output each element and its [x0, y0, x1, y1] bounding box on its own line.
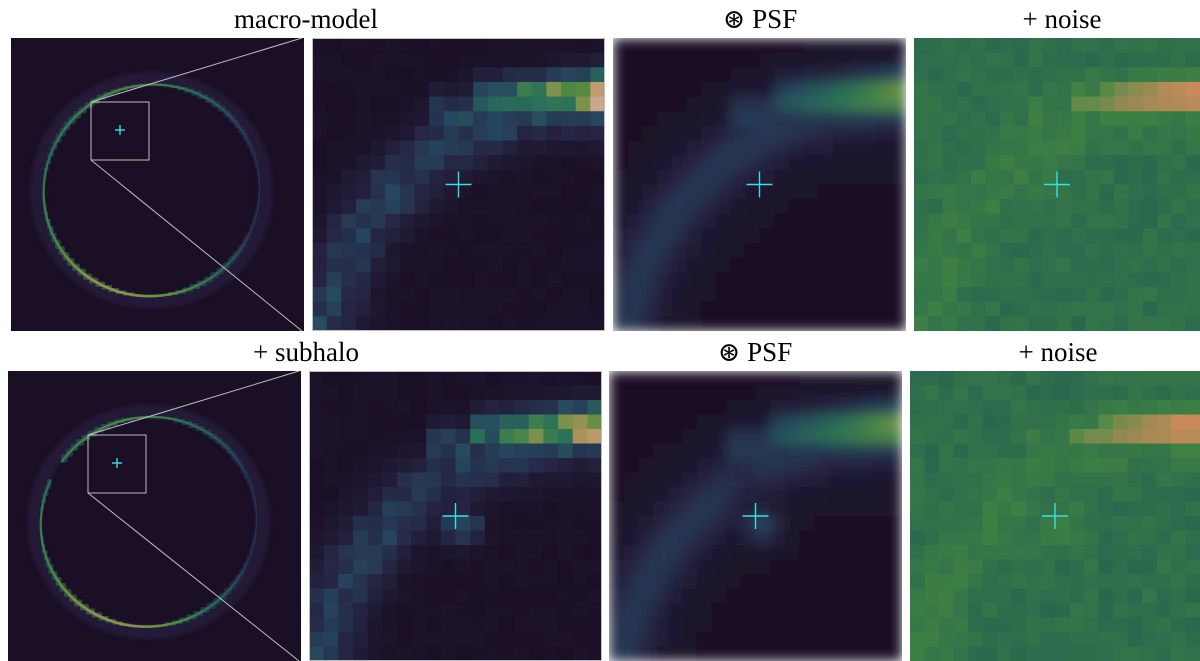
- row2-title-psf: ⊛ PSF: [717, 337, 793, 367]
- crosshair-icon: [1042, 503, 1068, 529]
- row2-psf-panel: [609, 371, 902, 661]
- row2-zoom-panel: [309, 371, 602, 661]
- row1-title-noise: + noise: [1022, 4, 1102, 34]
- row1-title-psf: ⊛ PSF: [722, 4, 798, 34]
- row1-noise-panel: [914, 38, 1200, 331]
- zoom-pixel-grid: [312, 38, 605, 331]
- crosshair-icon: [112, 458, 122, 468]
- noise-pixel-grid: [914, 38, 1200, 331]
- row2-title-noise: + noise: [1018, 337, 1098, 367]
- psf-pixel-grid: [613, 38, 906, 331]
- psf-pixel-grid: [609, 371, 902, 661]
- row2-full-ring-panel: [8, 371, 301, 661]
- noise-pixel-grid: [910, 371, 1200, 661]
- row2-noise-panel: [910, 371, 1200, 661]
- zoom-pixel-grid: [309, 371, 602, 661]
- row1-title-macro-model: macro-model: [234, 4, 378, 34]
- crosshair-icon: [445, 171, 472, 198]
- row1-zoom-panel: [312, 38, 605, 331]
- crosshair-icon: [742, 503, 769, 529]
- crosshair-icon: [1044, 171, 1070, 198]
- crosshair-icon: [115, 125, 125, 135]
- row1-psf-panel: [613, 38, 906, 331]
- crosshair-icon: [746, 171, 773, 198]
- row1-full-ring-panel: [11, 38, 304, 331]
- crosshair-icon: [442, 503, 469, 529]
- row2-title-subhalo: + subhalo: [253, 337, 359, 367]
